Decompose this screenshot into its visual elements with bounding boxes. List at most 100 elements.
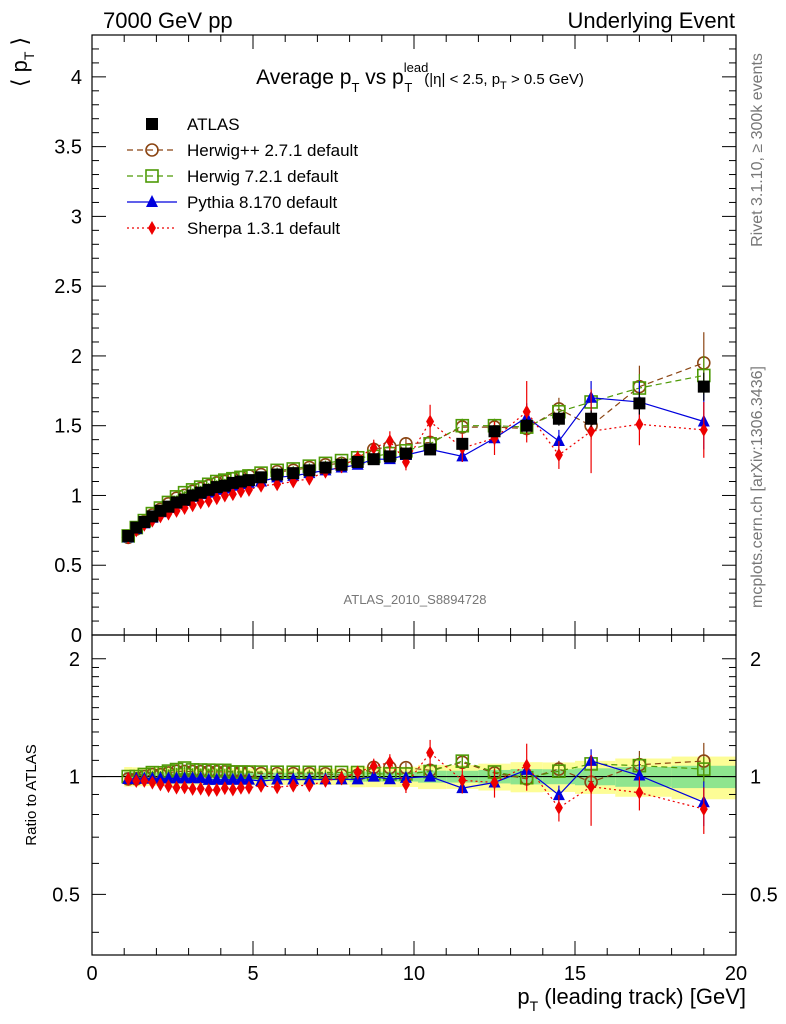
ratio-point bbox=[132, 774, 141, 789]
ratio-point bbox=[188, 781, 197, 796]
mcplots-label: mcplots.cern.ch [arXiv:1306.3436] bbox=[749, 366, 766, 608]
ratio-point bbox=[194, 771, 207, 784]
ratio-y-tick-label: 2 bbox=[69, 649, 80, 671]
ratio-point bbox=[210, 772, 223, 785]
data-point bbox=[520, 419, 533, 432]
data-point bbox=[204, 494, 213, 509]
title-sup2: lead bbox=[404, 60, 429, 75]
ratio-point bbox=[455, 754, 470, 768]
ratio-point bbox=[257, 778, 266, 793]
legend-marker bbox=[148, 221, 156, 235]
ratio-point bbox=[369, 759, 378, 774]
ratio-point bbox=[273, 780, 282, 795]
data-point bbox=[552, 412, 565, 425]
data-point bbox=[242, 474, 255, 487]
y-tick-label: 0.5 bbox=[54, 555, 82, 577]
ratio-point bbox=[587, 779, 596, 794]
ratio-point bbox=[172, 780, 181, 795]
ratio-y-tick-label-right: 0.5 bbox=[750, 884, 778, 906]
ylabel-a: ⟨ p bbox=[7, 60, 32, 87]
ratio-point bbox=[162, 771, 175, 784]
series-4 bbox=[124, 381, 708, 545]
xlabel-a: p bbox=[517, 984, 529, 1009]
ratio-point bbox=[164, 779, 173, 794]
title-cuts-b: > 0.5 GeV) bbox=[507, 71, 584, 88]
ratio-point bbox=[426, 745, 435, 760]
x-axis-label: pT (leading track) [GeV] bbox=[517, 984, 746, 1014]
legend-label: Herwig++ 2.7.1 default bbox=[187, 141, 358, 160]
ratio-point bbox=[234, 772, 247, 785]
title-main1: Average p bbox=[256, 66, 351, 89]
ratio-panel: 0 5 10 15 20 0.5 0.5 1 1 2 2 Ratio to ATLAS bbox=[23, 634, 778, 985]
ratio-series-line bbox=[128, 751, 704, 810]
data-point bbox=[212, 491, 221, 506]
x-tick-label: 5 bbox=[247, 963, 258, 985]
y-tick-label: 4 bbox=[71, 67, 82, 89]
x-tick-label: 15 bbox=[564, 963, 586, 985]
ratio-point bbox=[202, 772, 215, 785]
ratio-point bbox=[156, 777, 165, 792]
data-point bbox=[697, 380, 710, 393]
series-line bbox=[127, 397, 704, 538]
y-tick-label: 2.5 bbox=[54, 276, 82, 298]
ratio-point bbox=[552, 764, 566, 778]
data-point bbox=[319, 461, 332, 474]
ratio-y-tick-label: 1 bbox=[69, 767, 80, 789]
title-cuts-a: (|η| < 2.5, p bbox=[424, 71, 500, 88]
y-tick-label: 1 bbox=[71, 485, 82, 507]
legend-marker bbox=[146, 195, 158, 207]
data-point bbox=[351, 455, 364, 468]
data-point bbox=[383, 450, 396, 463]
ratio-point bbox=[204, 783, 213, 798]
series-line bbox=[127, 410, 704, 538]
header-right: Underlying Event bbox=[567, 8, 735, 33]
ylabel-sub: T bbox=[21, 51, 37, 60]
ratio-point bbox=[218, 772, 231, 785]
y-tick-label: 1.5 bbox=[54, 416, 82, 438]
y-tick-label: 3.5 bbox=[54, 137, 82, 159]
x-tick-label: 20 bbox=[725, 963, 747, 985]
data-point bbox=[554, 448, 563, 462]
data-point bbox=[236, 484, 245, 499]
series-1 bbox=[121, 332, 711, 545]
series-line bbox=[127, 362, 705, 538]
data-point bbox=[273, 477, 282, 492]
title-cuts-sub: T bbox=[500, 80, 507, 92]
ratio-point bbox=[696, 762, 711, 776]
ratio-y-tick-label-right: 2 bbox=[750, 649, 761, 671]
ratio-y-tick-label: 0.5 bbox=[52, 884, 80, 906]
ratio-point bbox=[228, 782, 237, 797]
ratio-point bbox=[170, 771, 183, 784]
ratio-series-4 bbox=[124, 739, 708, 834]
main-panel: 0 0.5 1 1.5 2 2.5 3 3.5 4 ATLAS_2010_S8894728 Av… bbox=[7, 34, 737, 647]
data-point bbox=[522, 404, 531, 419]
data-point bbox=[369, 441, 378, 456]
legend-label: Sherpa 1.3.1 default bbox=[187, 219, 340, 238]
ratio-point bbox=[178, 771, 191, 784]
ratio-point bbox=[424, 769, 437, 782]
legend-marker bbox=[145, 169, 159, 183]
y-tick-label: 2 bbox=[71, 346, 82, 368]
data-point bbox=[244, 482, 253, 497]
data-point bbox=[399, 447, 412, 460]
ratio-point bbox=[522, 758, 531, 773]
series-line bbox=[127, 374, 704, 537]
data-point bbox=[456, 437, 469, 450]
ratio-point bbox=[148, 775, 157, 790]
data-point bbox=[164, 506, 173, 521]
series-2 bbox=[121, 355, 711, 543]
ratio-point bbox=[699, 802, 708, 817]
title-main2: vs p bbox=[359, 66, 403, 89]
ratio-point bbox=[196, 781, 205, 796]
data-point bbox=[367, 453, 380, 466]
rivet-label: Rivet 3.1.10, ≥ 300k events bbox=[749, 53, 766, 247]
data-point bbox=[196, 495, 205, 510]
ratio-point bbox=[220, 781, 229, 796]
data-point bbox=[635, 417, 644, 432]
data-point bbox=[426, 414, 435, 429]
data-point bbox=[188, 498, 197, 513]
data-point bbox=[488, 425, 501, 438]
ratio-point bbox=[633, 768, 646, 781]
data-point bbox=[303, 464, 316, 477]
